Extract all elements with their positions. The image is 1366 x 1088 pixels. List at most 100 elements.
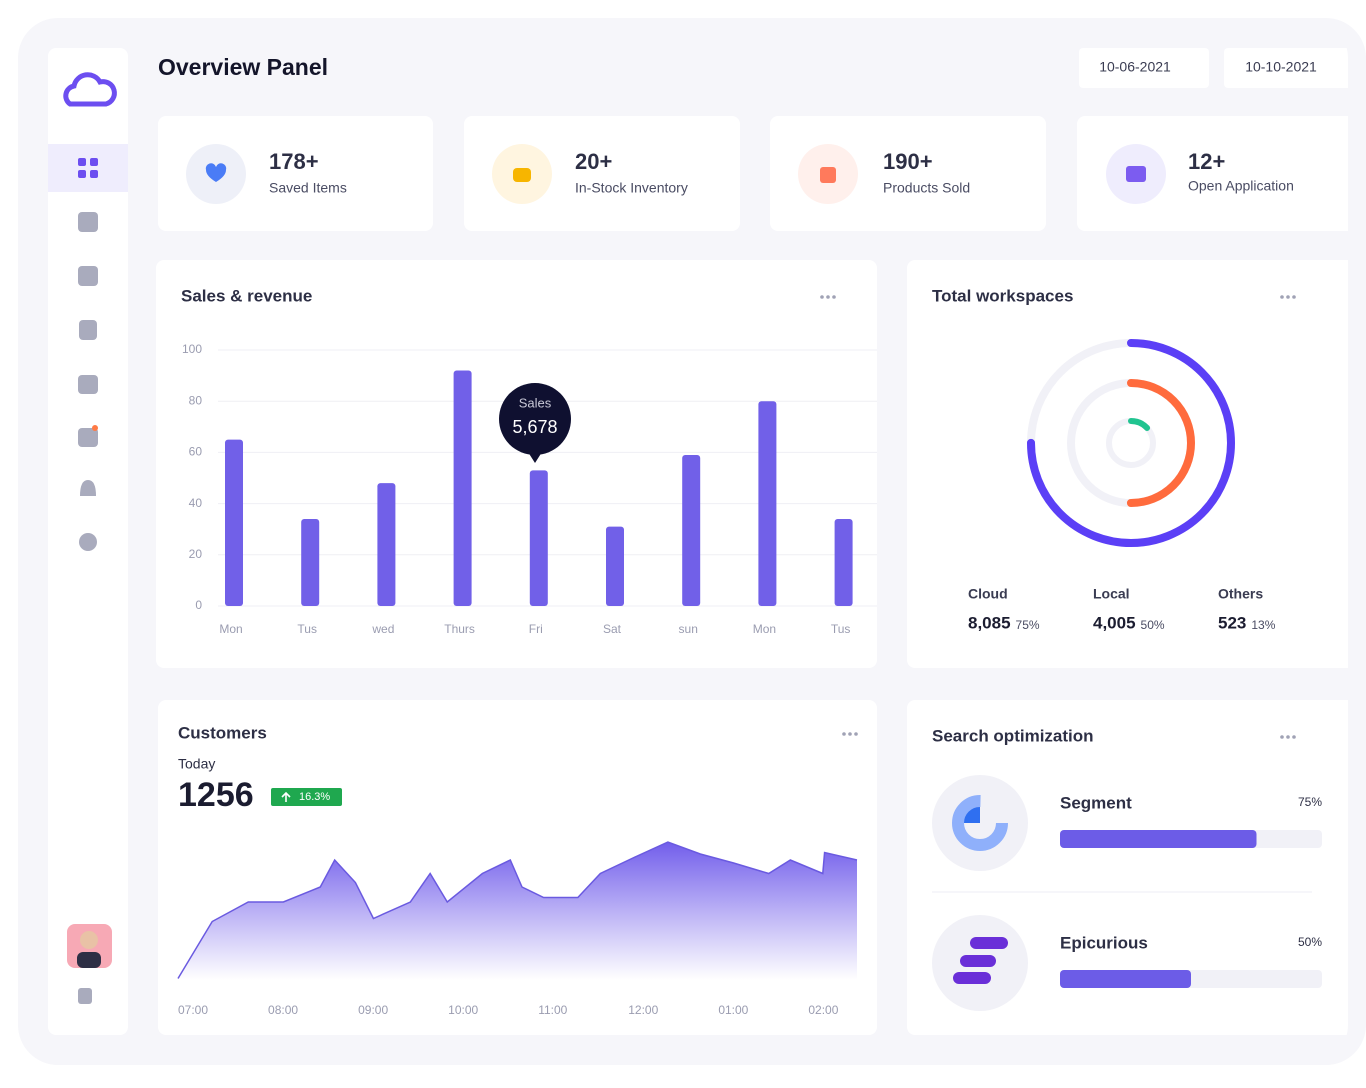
bar: [225, 439, 243, 606]
x-tick-label: Tus: [297, 622, 317, 636]
logo: [63, 72, 117, 107]
legend-name: Cloud: [968, 586, 1008, 602]
epicurious-logo: [953, 937, 1008, 984]
legend-name: Local: [1093, 586, 1130, 602]
x-tick-label: Mon: [753, 622, 776, 636]
bar: [301, 518, 320, 606]
stat-label: In-Stock Inventory: [575, 180, 688, 196]
legend-total: 8,085: [968, 613, 1011, 632]
card-title: Total workspaces: [932, 286, 1073, 305]
stat-value: 12+: [1188, 149, 1225, 174]
customers-card: [158, 700, 877, 1035]
x-tick-label: sun: [679, 622, 698, 636]
bar: [453, 370, 472, 606]
stat-value: 178+: [269, 149, 319, 174]
legend-percent: 75%: [1016, 618, 1040, 632]
stat-card: [1077, 116, 1348, 231]
x-tick-label: Thurs: [444, 622, 475, 636]
x-tick-label: 09:00: [358, 1003, 388, 1017]
heart-icon: [205, 163, 227, 182]
nav-settings[interactable]: [79, 533, 97, 551]
card-title: Customers: [178, 723, 267, 742]
bar: [529, 470, 548, 606]
bar: [834, 518, 853, 606]
x-tick-label: 12:00: [628, 1003, 658, 1017]
stat-value: 190+: [883, 149, 933, 174]
card-title: Search optimization: [932, 726, 1094, 745]
briefcase-icon: [1126, 166, 1146, 182]
ring-arc: [1067, 379, 1195, 507]
ring-arc: [1106, 418, 1156, 468]
avatar-face: [80, 931, 98, 949]
page-title: Overview Panel: [158, 54, 328, 80]
stat-card: [464, 116, 740, 231]
bar: [377, 483, 396, 606]
item-name: Segment: [1060, 793, 1132, 812]
legend-percent: 50%: [1141, 618, 1165, 632]
x-tick-label: Fri: [529, 622, 543, 636]
item-percent: 50%: [1298, 935, 1322, 949]
stat-label: Saved Items: [269, 180, 347, 196]
area-fill: [178, 842, 857, 980]
bar: [682, 454, 701, 606]
nav-badge: [92, 425, 98, 431]
legend-total: 523: [1218, 613, 1246, 632]
x-tick-label: wed: [371, 622, 394, 636]
date: 10-10-2021: [1245, 59, 1317, 75]
legend-total: 4,005: [1093, 613, 1136, 632]
nav-docs[interactable]: [79, 320, 97, 340]
date: 10-06-2021: [1099, 59, 1171, 75]
y-tick-label: 60: [189, 445, 203, 459]
legend-name: Others: [1218, 586, 1263, 602]
period: Today: [178, 756, 215, 772]
x-tick-label: 11:00: [538, 1003, 567, 1017]
item-name: Epicurious: [1060, 933, 1148, 952]
legend-percent: 13%: [1251, 618, 1275, 632]
tooltip-value: 5,678: [512, 417, 557, 437]
x-tick-label: 08:00: [268, 1003, 298, 1017]
y-tick-label: 100: [182, 342, 202, 356]
nav-dashboard[interactable]: [78, 158, 98, 178]
nav-active[interactable]: [48, 144, 128, 192]
y-tick-label: 0: [195, 598, 202, 612]
date-box[interactable]: [1224, 48, 1359, 88]
avatar-body: [77, 952, 101, 968]
x-tick-label: 07:00: [178, 1003, 208, 1017]
card-title: Sales & revenue: [181, 286, 312, 305]
bag-icon: [820, 167, 836, 183]
item-percent: 75%: [1298, 795, 1322, 809]
progress-bar: [1060, 970, 1191, 988]
tooltip-label: Sales: [519, 395, 552, 410]
x-tick-label: Tus: [831, 622, 851, 636]
total: 1256: [178, 776, 254, 814]
x-tick-label: 02:00: [808, 1003, 838, 1017]
nav-stats[interactable]: [78, 212, 98, 232]
x-tick-label: 01:00: [718, 1003, 748, 1017]
stat-value: 20+: [575, 149, 612, 174]
progress-bar: [1060, 830, 1257, 848]
up-arrow: [281, 791, 291, 802]
change: 16.3%: [299, 791, 330, 803]
nav-calendar[interactable]: [78, 375, 98, 394]
nav-bell[interactable]: [80, 480, 96, 496]
nav-trend[interactable]: [78, 428, 98, 447]
ring-arc: [1027, 339, 1235, 547]
x-tick-label: Sat: [603, 622, 622, 636]
x-tick-label: 10:00: [448, 1003, 478, 1017]
y-tick-label: 20: [189, 547, 203, 561]
more-menus: [820, 295, 1296, 739]
bar: [758, 401, 777, 606]
stat-label: Products Sold: [883, 180, 970, 196]
logout[interactable]: [78, 988, 92, 1004]
y-tick-label: 40: [189, 496, 203, 510]
y-tick-label: 80: [189, 393, 203, 407]
change-badge: [271, 788, 342, 806]
date-box[interactable]: [1079, 48, 1209, 88]
x-tick-label: Mon: [219, 622, 242, 636]
stat-card: [770, 116, 1046, 231]
nav-cards[interactable]: [78, 266, 98, 286]
box-icon: [513, 168, 531, 182]
stat-card: [158, 116, 433, 231]
